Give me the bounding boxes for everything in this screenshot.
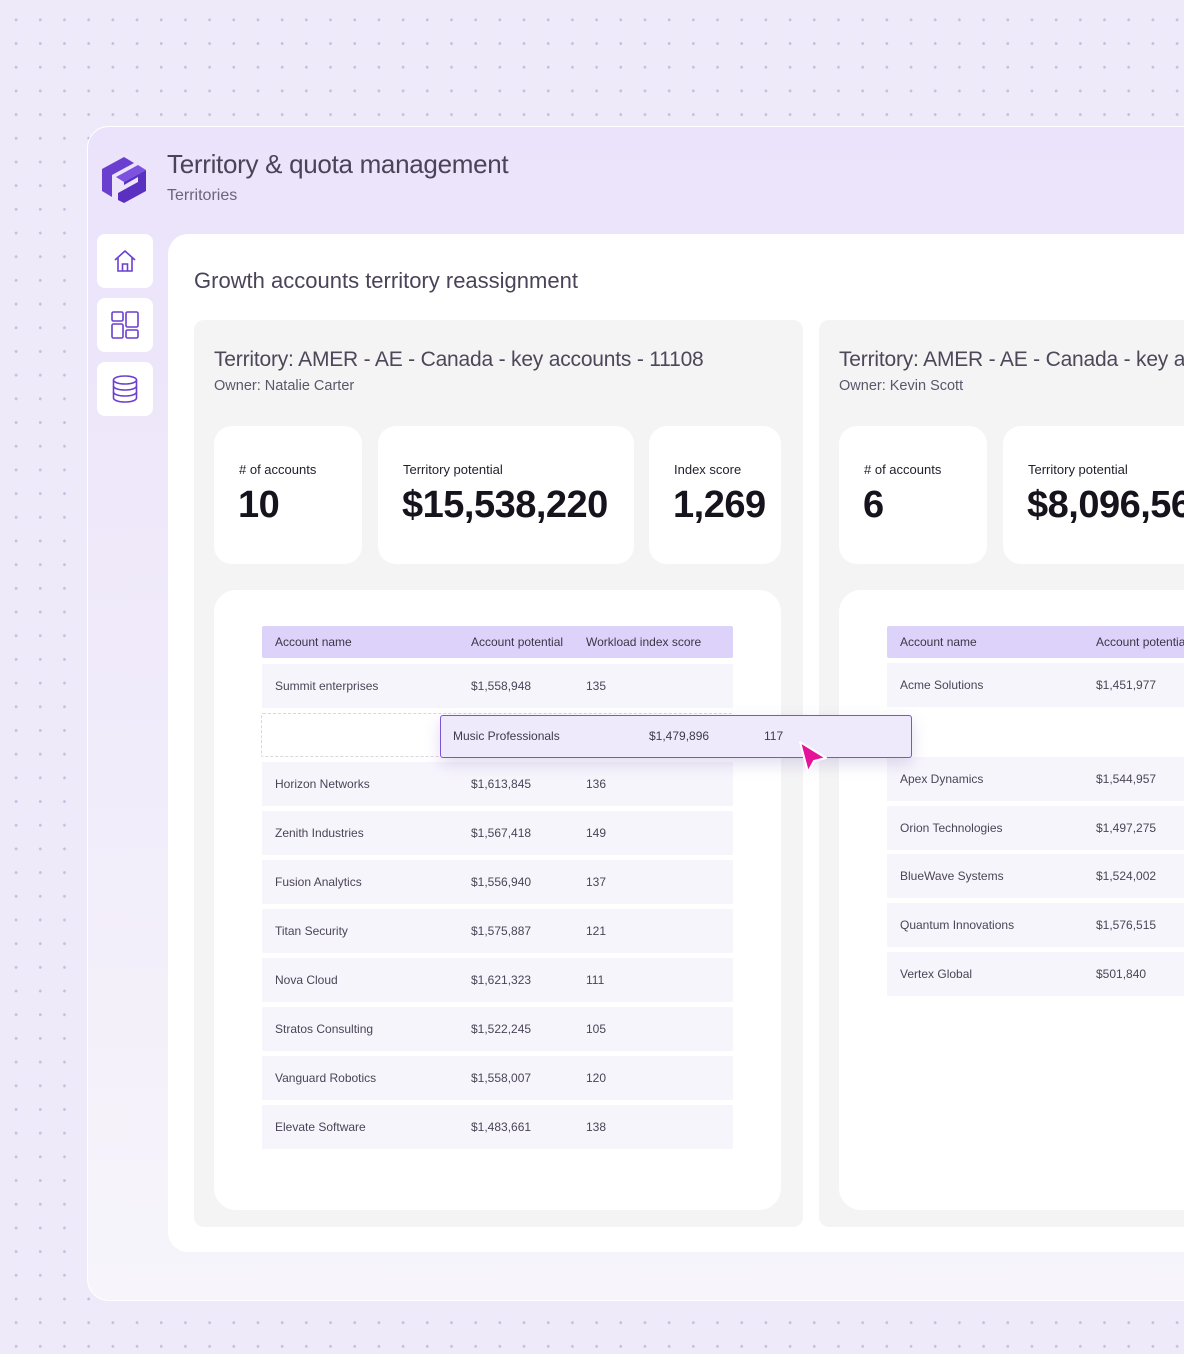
table-row[interactable]: Nova Cloud $1,621,323 111: [262, 958, 733, 1002]
table-row[interactable]: Stratos Consulting $1,522,245 105: [262, 1007, 733, 1051]
table-row[interactable]: Acme Solutions $1,451,977: [887, 663, 1184, 707]
nav-home-button[interactable]: [97, 234, 153, 288]
row-account-name: Horizon Networks: [275, 777, 370, 791]
row-workload-score: 121: [586, 924, 607, 938]
table-row[interactable]: Fusion Analytics $1,556,940 137: [262, 860, 733, 904]
database-icon: [112, 375, 138, 403]
row-workload-score: 111: [586, 973, 605, 987]
territory-1-title: Territory: AMER - AE - Canada - key acco…: [214, 348, 704, 371]
row-account-potential: $1,483,661: [471, 1120, 532, 1134]
row-account-name: Fusion Analytics: [275, 875, 362, 889]
stat-value: 6: [863, 484, 884, 526]
row-workload-score: 135: [586, 679, 607, 693]
mouse-cursor-icon: [799, 741, 827, 773]
table-row[interactable]: Summit enterprises $1,558,948 135: [262, 664, 733, 708]
row-account-name: Vanguard Robotics: [275, 1071, 377, 1085]
row-workload-score: 120: [586, 1071, 607, 1085]
col-account-potential[interactable]: Account potentia: [1096, 635, 1184, 649]
row-account-name: Apex Dynamics: [900, 772, 984, 786]
stat-label: # of accounts: [864, 462, 942, 477]
row-workload-score: 105: [586, 1022, 607, 1036]
stat-label: Territory potential: [1028, 462, 1128, 477]
table-row[interactable]: Horizon Networks $1,613,845 136: [262, 762, 733, 806]
table-row[interactable]: Elevate Software $1,483,661 138: [262, 1105, 733, 1149]
table-row[interactable]: Quantum Innovations $1,576,515: [887, 903, 1184, 947]
row-account-potential: $1,575,887: [471, 924, 532, 938]
row-account-name: Zenith Industries: [275, 826, 364, 840]
territory-1-owner: Owner: Natalie Carter: [214, 378, 355, 394]
col-workload-score[interactable]: Workload index score: [586, 635, 702, 649]
row-workload-score: 137: [586, 875, 607, 889]
row-account-name: BlueWave Systems: [900, 869, 1004, 883]
row-account-potential: $1,558,007: [471, 1071, 532, 1085]
brand-logo: [102, 157, 146, 203]
stat-label: Index score: [674, 462, 742, 477]
dashboard-icon: [111, 311, 139, 339]
row-account-name: Music Professionals: [453, 729, 560, 743]
stat-value: $8,096,56: [1027, 484, 1184, 526]
stat-label: Territory potential: [403, 462, 503, 477]
stat-potential-2: Territory potential $8,096,56: [1003, 426, 1184, 564]
stat-accounts-2: # of accounts 6: [839, 426, 987, 564]
row-account-potential: $1,479,896: [649, 729, 710, 743]
stat-label: # of accounts: [239, 462, 317, 477]
row-account-potential: $1,567,418: [471, 826, 532, 840]
row-account-potential: $1,522,245: [471, 1022, 532, 1036]
row-account-potential: $1,524,002: [1096, 869, 1157, 883]
stat-index-1: Index score 1,269: [649, 426, 781, 564]
nav-database-button[interactable]: [97, 362, 153, 416]
territory-2-title: Territory: AMER - AE - Canada - key ac: [839, 348, 1184, 371]
breadcrumb[interactable]: Territories: [167, 187, 238, 204]
row-account-name: Titan Security: [275, 924, 348, 938]
stat-potential-1: Territory potential $15,538,220: [378, 426, 634, 564]
stat-value: $15,538,220: [402, 484, 608, 526]
table-row[interactable]: Vertex Global $501,840: [887, 952, 1184, 996]
row-account-potential: $1,544,957: [1096, 772, 1157, 786]
table-row[interactable]: BlueWave Systems $1,524,002: [887, 854, 1184, 898]
row-account-name: Elevate Software: [275, 1120, 366, 1134]
app-title: Territory & quota management: [167, 149, 509, 179]
stat-value: 10: [238, 484, 280, 526]
col-account-potential[interactable]: Account potential: [471, 635, 564, 649]
stat-value: 1,269: [673, 484, 766, 526]
table-header-1: Account name Account potential Workload …: [262, 626, 733, 658]
col-account-name[interactable]: Account name: [900, 635, 977, 649]
row-account-potential: $1,556,940: [471, 875, 532, 889]
row-account-name: Quantum Innovations: [900, 918, 1015, 932]
row-workload-score: 136: [586, 777, 607, 791]
table-row[interactable]: Titan Security $1,575,887 121: [262, 909, 733, 953]
row-workload-score: 138: [586, 1120, 607, 1134]
nav-dashboard-button[interactable]: [97, 298, 153, 352]
row-account-potential: $1,558,948: [471, 679, 532, 693]
col-account-name[interactable]: Account name: [275, 635, 352, 649]
row-account-potential: $1,613,845: [471, 777, 532, 791]
row-account-name: Stratos Consulting: [275, 1022, 374, 1036]
row-account-name: Acme Solutions: [900, 678, 984, 692]
row-account-potential: $1,451,977: [1096, 678, 1157, 692]
table-row[interactable]: Vanguard Robotics $1,558,007 120: [262, 1056, 733, 1100]
table-row[interactable]: Orion Technologies $1,497,275: [887, 806, 1184, 850]
row-workload-score: 117: [764, 729, 784, 743]
page-title: Growth accounts territory reassignment: [194, 268, 578, 293]
row-account-potential: $1,576,515: [1096, 918, 1157, 932]
table-header-2: Account name Account potentia: [887, 626, 1184, 658]
table-row[interactable]: Apex Dynamics $1,544,957: [887, 757, 1184, 801]
dragged-row[interactable]: Music Professionals $1,479,896 117: [440, 715, 912, 758]
row-account-name: Nova Cloud: [275, 973, 338, 987]
row-account-potential: $501,840: [1096, 967, 1147, 981]
row-account-name: Vertex Global: [900, 967, 973, 981]
row-account-potential: $1,497,275: [1096, 821, 1157, 835]
row-account-name: Summit enterprises: [275, 679, 379, 693]
home-icon: [114, 250, 136, 272]
territory-2-owner: Owner: Kevin Scott: [839, 378, 964, 394]
stat-accounts-1: # of accounts 10: [214, 426, 362, 564]
row-workload-score: 149: [586, 826, 607, 840]
table-row[interactable]: Zenith Industries $1,567,418 149: [262, 811, 733, 855]
row-account-name: Orion Technologies: [900, 821, 1003, 835]
row-account-potential: $1,621,323: [471, 973, 532, 987]
